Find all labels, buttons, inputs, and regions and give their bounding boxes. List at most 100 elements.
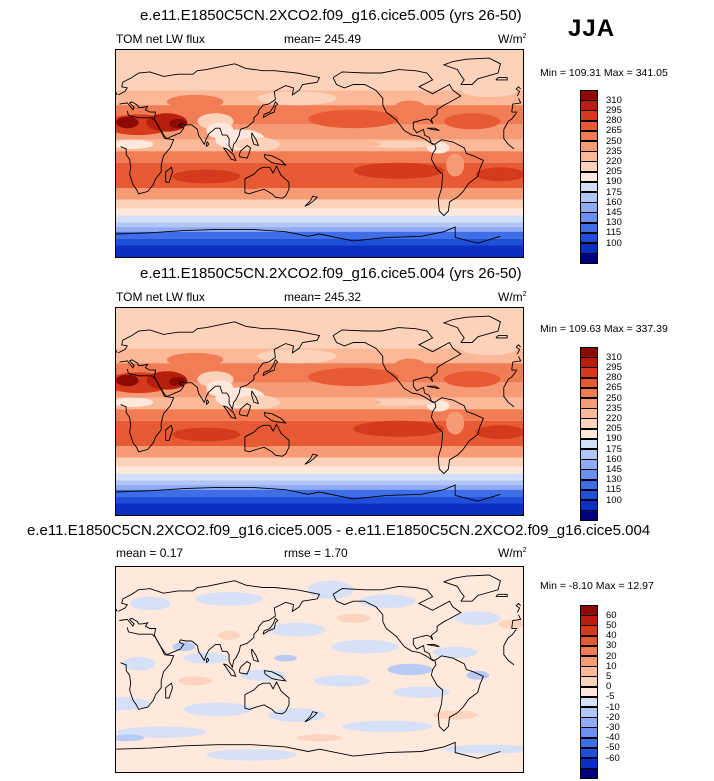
colorbar-tick-label: 190 (606, 176, 622, 188)
colorbar-tick-label: -30 (606, 721, 620, 733)
coastline-australia (244, 423, 290, 457)
colorbar-box (580, 635, 598, 647)
colorbar-tick-label: -60 (606, 752, 620, 764)
coastline-borneo (238, 402, 252, 417)
colorbar-box (580, 500, 598, 511)
map-field-blob (498, 619, 523, 629)
colorbar-box (580, 151, 598, 162)
map-field-blob (121, 656, 156, 671)
map-field-blob (116, 696, 150, 711)
panel-3-map (115, 566, 524, 773)
panel-3-map-svg (116, 567, 523, 772)
colorbar-box (580, 656, 598, 667)
coastline-africa (120, 110, 175, 195)
panel-1-mean: mean= 245.49 (284, 32, 362, 46)
coastline-antarctica (116, 744, 320, 752)
panel-2-map-svg (116, 308, 523, 515)
map-band (116, 238, 523, 246)
colorbar-box (580, 727, 598, 739)
colorbar-tick-label: 265 (606, 125, 622, 137)
colorbar-box (580, 469, 598, 481)
panel-1-map-svg (116, 50, 523, 257)
colorbar-box (580, 479, 598, 491)
colorbar-box (580, 130, 598, 142)
colorbar-tick-label: 5 (606, 670, 612, 682)
map-field-blob (195, 592, 263, 606)
panel-2-variable: TOM net LW flux (116, 290, 205, 304)
colorbar-box (580, 90, 598, 101)
coastline-sumatra (223, 405, 237, 420)
coastline-africa (503, 387, 515, 408)
coastline-antarctica (319, 226, 501, 244)
map-field-blob (235, 175, 268, 190)
map-field-blob (116, 116, 139, 129)
colorbar-tick-label: 115 (606, 227, 622, 239)
colorbar-box (580, 367, 598, 379)
colorbar-box (580, 449, 598, 460)
map-field-blob (234, 137, 280, 152)
map-field-blob (183, 702, 252, 717)
colorbar-tick-label: 265 (606, 382, 622, 394)
coastline-africa (120, 368, 175, 453)
map-field-blob (325, 398, 382, 406)
map-field-blob (313, 675, 371, 687)
coastline-sumatra (223, 147, 237, 162)
colorbar-box (580, 459, 598, 470)
coastline-japan (262, 101, 279, 119)
colorbar-tick-label: -40 (606, 732, 620, 744)
map-band (116, 139, 523, 152)
map-field-blob (432, 710, 478, 720)
coastline-namerica (332, 69, 462, 145)
map-band (116, 457, 523, 467)
coastline-eurasia (118, 321, 321, 411)
colorbar-box (580, 212, 598, 224)
map-field-blob (183, 652, 230, 664)
colorbar-box (580, 489, 598, 501)
map-field-blob (446, 153, 465, 177)
map-field-blob (116, 734, 145, 742)
coastline-eurasia (118, 63, 321, 153)
map-band (116, 473, 523, 481)
coastline-philippines (251, 390, 260, 405)
panel-1-units: W/m2 (498, 32, 527, 46)
colorbar-tick-label: 175 (606, 443, 622, 455)
map-band (116, 567, 523, 772)
colorbar-box (580, 377, 598, 389)
map-band (116, 245, 523, 257)
map-field-blob (353, 162, 444, 179)
colorbar-box (580, 686, 598, 698)
map-band (116, 485, 523, 490)
colorbar-box (580, 253, 598, 264)
coastline-uk (515, 602, 522, 613)
map-field-blob (257, 91, 337, 106)
colorbar-tick-label: 205 (606, 166, 622, 178)
colorbar-box (580, 696, 598, 708)
map-band (116, 446, 523, 458)
colorbar-box (580, 768, 598, 779)
colorbar-box (580, 605, 598, 616)
colorbar-box (580, 758, 598, 769)
colorbar-tick-label: 205 (606, 423, 622, 435)
colorbar-tick-label: 220 (606, 155, 622, 167)
colorbar-tick-label: 0 (606, 681, 612, 693)
colorbar-box (580, 666, 598, 677)
map-field-blob (392, 686, 450, 698)
map-field-blob (308, 580, 354, 599)
colorbar-tick-label: 145 (606, 206, 622, 218)
map-field-blob (132, 426, 156, 443)
coastline-africa (503, 113, 517, 130)
colorbar-tick-label: 160 (606, 196, 622, 208)
map-field-blob (443, 744, 523, 754)
coastline-newguinea (263, 412, 287, 424)
map-band (116, 222, 523, 228)
colorbar-tick-label: 310 (606, 94, 622, 106)
coastline-uk (116, 92, 118, 96)
colorbar-tick-label: 175 (606, 186, 622, 198)
coastline-namerica (332, 327, 462, 403)
map-field-blob (116, 726, 207, 738)
colorbar-box (580, 398, 598, 409)
map-field-blob (475, 425, 523, 440)
map-field-blob (206, 749, 297, 761)
map-field-blob (475, 167, 523, 182)
coastline-greenland (442, 57, 501, 85)
